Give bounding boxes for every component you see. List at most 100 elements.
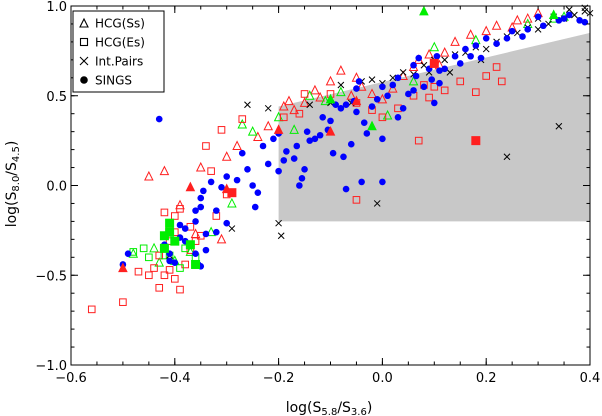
data-point-blue-circle-filled	[451, 52, 459, 60]
data-point-red-square-open	[238, 115, 247, 123]
data-point-red-triangle-open	[195, 161, 206, 172]
data-point-black-cross	[264, 104, 272, 112]
data-point-black-cross	[244, 101, 251, 109]
data-point-blue-circle-filled	[327, 117, 334, 125]
x-tick-label: 0.0	[372, 371, 393, 386]
data-point-red-square-open	[160, 208, 169, 217]
data-point-blue-circle-filled	[264, 160, 272, 168]
data-point-red-square-open	[430, 82, 439, 91]
data-point-blue-circle-filled	[181, 225, 189, 232]
data-point-black-cross	[228, 225, 236, 232]
data-point-blue-circle-filled	[363, 130, 371, 137]
data-point-red-square-open	[160, 271, 169, 280]
data-point-red-triangle-open	[491, 20, 502, 30]
data-point-green-square-open	[176, 264, 184, 272]
data-point-red-square-open	[378, 113, 387, 122]
data-point-red-triangle-open	[367, 88, 377, 98]
data-point-blue-circle-filled	[306, 137, 314, 144]
data-point-red-triangle-open	[512, 14, 523, 25]
data-point-black-cross	[373, 200, 381, 207]
data-point-blue-circle-filled	[192, 250, 199, 258]
y-axis-label-sub2: 4.5	[11, 146, 22, 162]
x-tick-label: −0.6	[55, 371, 87, 386]
data-point-blue-circle-filled	[415, 54, 423, 62]
data-point-blue-circle-filled	[259, 142, 267, 150]
data-point-green-square-filled	[159, 231, 169, 241]
data-point-blue-circle-filled	[503, 35, 511, 42]
data-point-green-square-open	[145, 253, 153, 262]
data-point-red-triangle-open	[263, 120, 274, 131]
data-point-green-square-filled	[165, 218, 175, 228]
data-point-red-triangle-open	[216, 233, 227, 244]
data-point-black-cross	[482, 45, 490, 53]
data-point-red-triangle-open	[310, 84, 320, 95]
data-point-red-square-open	[300, 90, 309, 98]
data-point-red-triangle-open	[299, 97, 310, 107]
data-point-red-triangle-open	[144, 170, 154, 181]
data-point-red-square-open	[482, 72, 490, 80]
data-point-blue-circle-filled	[456, 60, 464, 67]
data-point-blue-circle-filled	[303, 128, 311, 135]
data-point-blue-circle-filled	[410, 61, 417, 69]
data-point-red-square-open	[414, 136, 423, 145]
data-point-red-square-open	[279, 113, 288, 122]
data-point-black-cross	[399, 69, 407, 76]
data-point-blue-circle-filled	[270, 135, 277, 143]
legend-cross-icon	[79, 56, 89, 66]
data-point-blue-circle-filled	[254, 189, 262, 196]
data-point-green-triangle-filled	[367, 120, 377, 131]
y-tick-label: 1.0	[46, 0, 67, 15]
data-point-red-square-open	[171, 212, 179, 220]
data-point-blue-circle-filled	[340, 153, 347, 161]
data-point-blue-circle-filled	[493, 40, 500, 47]
y-axis-label-sub1: 8.0	[11, 176, 22, 192]
data-point-blue-circle-filled	[441, 65, 448, 73]
x-axis-label-suffix: )	[367, 400, 372, 416]
data-point-blue-circle-filled	[202, 246, 210, 254]
data-point-red-triangle-open	[315, 91, 325, 102]
data-point-red-triangle-open	[336, 65, 346, 75]
data-point-red-triangle-open	[253, 131, 263, 142]
data-point-blue-circle-filled	[311, 135, 319, 143]
data-point-blue-circle-filled	[233, 176, 241, 184]
x-axis-label-mid: /S	[337, 400, 351, 416]
data-point-blue-circle-filled	[405, 90, 412, 98]
data-point-blue-circle-filled	[192, 218, 199, 225]
data-point-blue-circle-filled	[176, 221, 184, 229]
data-point-red-square-open	[425, 93, 433, 102]
data-point-blue-circle-filled	[218, 183, 225, 191]
data-point-red-square-open	[217, 126, 226, 134]
data-point-black-cross	[420, 61, 428, 69]
data-point-blue-circle-filled	[462, 45, 469, 53]
data-point-red-triangle-filled	[273, 124, 284, 134]
data-point-blue-circle-filled	[581, 18, 589, 26]
data-point-blue-circle-filled	[316, 131, 324, 139]
data-point-red-square-filled	[227, 188, 237, 198]
data-point-red-triangle-open	[278, 100, 289, 111]
data-point-blue-circle-filled	[244, 166, 251, 173]
data-point-black-cross	[446, 69, 454, 76]
data-point-blue-circle-filled	[355, 78, 363, 85]
data-point-red-triangle-open	[159, 165, 170, 176]
data-point-green-triangle-open	[154, 257, 165, 267]
data-point-blue-circle-filled	[197, 203, 205, 211]
data-point-blue-circle-filled	[207, 178, 215, 186]
data-point-blue-circle-filled	[472, 42, 480, 49]
data-point-red-triangle-open	[522, 12, 533, 23]
data-point-blue-circle-filled	[436, 67, 443, 74]
data-point-blue-circle-filled	[283, 148, 290, 155]
data-point-red-square-open	[202, 142, 210, 150]
data-point-green-square-filled	[185, 240, 195, 250]
data-point-red-triangle-open	[398, 70, 408, 81]
data-point-black-cross	[565, 6, 573, 13]
data-point-blue-circle-filled	[329, 149, 337, 157]
data-point-blue-circle-filled	[534, 13, 542, 21]
data-point-red-triangle-filled	[118, 262, 128, 273]
data-point-green-triangle-open	[408, 75, 419, 86]
data-point-green-square-open	[139, 244, 148, 253]
legend-circle-icon	[80, 76, 88, 84]
data-point-red-square-open	[472, 88, 480, 96]
data-point-red-triangle-filled	[351, 95, 362, 106]
data-point-blue-circle-filled	[197, 194, 205, 202]
